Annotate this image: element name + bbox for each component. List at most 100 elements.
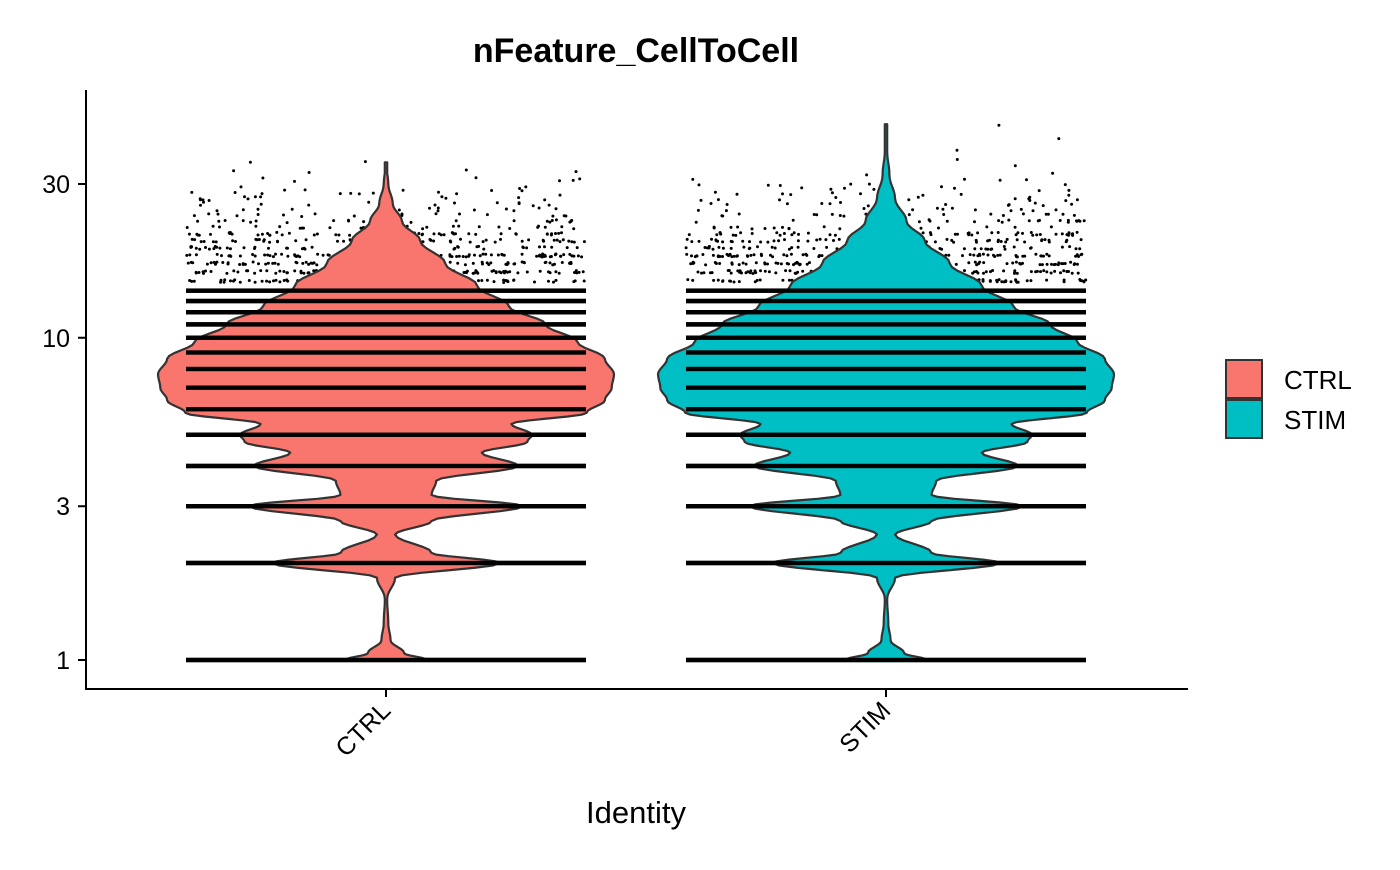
point bbox=[766, 240, 770, 244]
point bbox=[1060, 232, 1064, 236]
point bbox=[274, 271, 278, 275]
point bbox=[777, 239, 781, 243]
point bbox=[520, 189, 524, 193]
point bbox=[1078, 247, 1082, 251]
point bbox=[1000, 220, 1004, 224]
point bbox=[527, 238, 531, 242]
point bbox=[474, 176, 478, 180]
point bbox=[342, 239, 346, 243]
point bbox=[238, 280, 242, 284]
point bbox=[310, 245, 314, 249]
point bbox=[502, 270, 506, 273]
point bbox=[970, 233, 974, 237]
point bbox=[481, 252, 485, 256]
point bbox=[907, 198, 911, 202]
point bbox=[417, 232, 421, 235]
point bbox=[266, 261, 270, 265]
point bbox=[243, 262, 247, 266]
point bbox=[968, 253, 972, 257]
point bbox=[572, 280, 576, 284]
point bbox=[547, 270, 550, 274]
point bbox=[565, 246, 569, 250]
point bbox=[837, 237, 841, 241]
point bbox=[225, 246, 229, 250]
point bbox=[1067, 193, 1071, 197]
point bbox=[796, 261, 800, 265]
point bbox=[732, 280, 736, 284]
point bbox=[791, 218, 795, 222]
point bbox=[232, 169, 236, 173]
point bbox=[1070, 271, 1074, 275]
point bbox=[401, 188, 405, 192]
point bbox=[504, 207, 508, 211]
point bbox=[798, 262, 802, 266]
point bbox=[562, 214, 566, 218]
point bbox=[243, 195, 246, 199]
point bbox=[790, 246, 794, 250]
point bbox=[211, 240, 215, 244]
point bbox=[739, 231, 743, 235]
point bbox=[763, 269, 767, 273]
point bbox=[1069, 260, 1073, 264]
point bbox=[991, 269, 995, 272]
point bbox=[226, 262, 230, 266]
point bbox=[473, 253, 476, 257]
point bbox=[812, 247, 816, 250]
point bbox=[271, 261, 275, 265]
point bbox=[205, 262, 209, 266]
point bbox=[720, 214, 724, 218]
point bbox=[275, 230, 279, 234]
point bbox=[838, 214, 842, 217]
point-band-overlay-stim-5 bbox=[686, 432, 1086, 437]
point bbox=[907, 213, 911, 217]
point bbox=[1009, 280, 1013, 284]
point bbox=[512, 209, 516, 213]
point bbox=[522, 261, 526, 265]
point bbox=[684, 246, 688, 250]
point bbox=[502, 253, 506, 257]
point bbox=[986, 239, 990, 243]
point bbox=[455, 255, 459, 258]
point bbox=[728, 279, 732, 283]
point bbox=[1059, 271, 1062, 275]
point bbox=[550, 219, 554, 222]
point bbox=[773, 246, 777, 250]
point bbox=[312, 261, 316, 265]
point bbox=[294, 260, 298, 264]
point bbox=[192, 214, 196, 218]
point bbox=[710, 237, 713, 241]
point bbox=[937, 226, 940, 230]
point bbox=[985, 225, 989, 229]
point bbox=[1045, 262, 1049, 266]
point bbox=[686, 278, 690, 282]
point bbox=[984, 270, 988, 274]
point bbox=[735, 192, 739, 196]
point bbox=[785, 254, 789, 258]
point bbox=[572, 227, 576, 231]
point bbox=[830, 212, 834, 216]
point bbox=[1049, 271, 1053, 275]
point bbox=[524, 185, 528, 189]
point bbox=[459, 237, 462, 241]
point bbox=[997, 123, 1001, 127]
point-band-overlay-ctrl-2 bbox=[186, 560, 586, 566]
point bbox=[952, 240, 956, 244]
point bbox=[525, 246, 529, 250]
point bbox=[508, 227, 512, 230]
point bbox=[685, 237, 689, 241]
point bbox=[1002, 245, 1006, 248]
point bbox=[428, 206, 431, 210]
point bbox=[207, 199, 211, 202]
point bbox=[919, 226, 923, 230]
point bbox=[1023, 240, 1027, 244]
point bbox=[921, 231, 925, 235]
point bbox=[548, 220, 552, 224]
point bbox=[959, 192, 963, 196]
point bbox=[963, 269, 966, 273]
point bbox=[724, 209, 728, 213]
point bbox=[849, 182, 853, 186]
point bbox=[266, 232, 270, 235]
point bbox=[302, 271, 306, 275]
point bbox=[696, 208, 700, 212]
x-tick-label-ctrl: CTRL bbox=[330, 696, 396, 762]
